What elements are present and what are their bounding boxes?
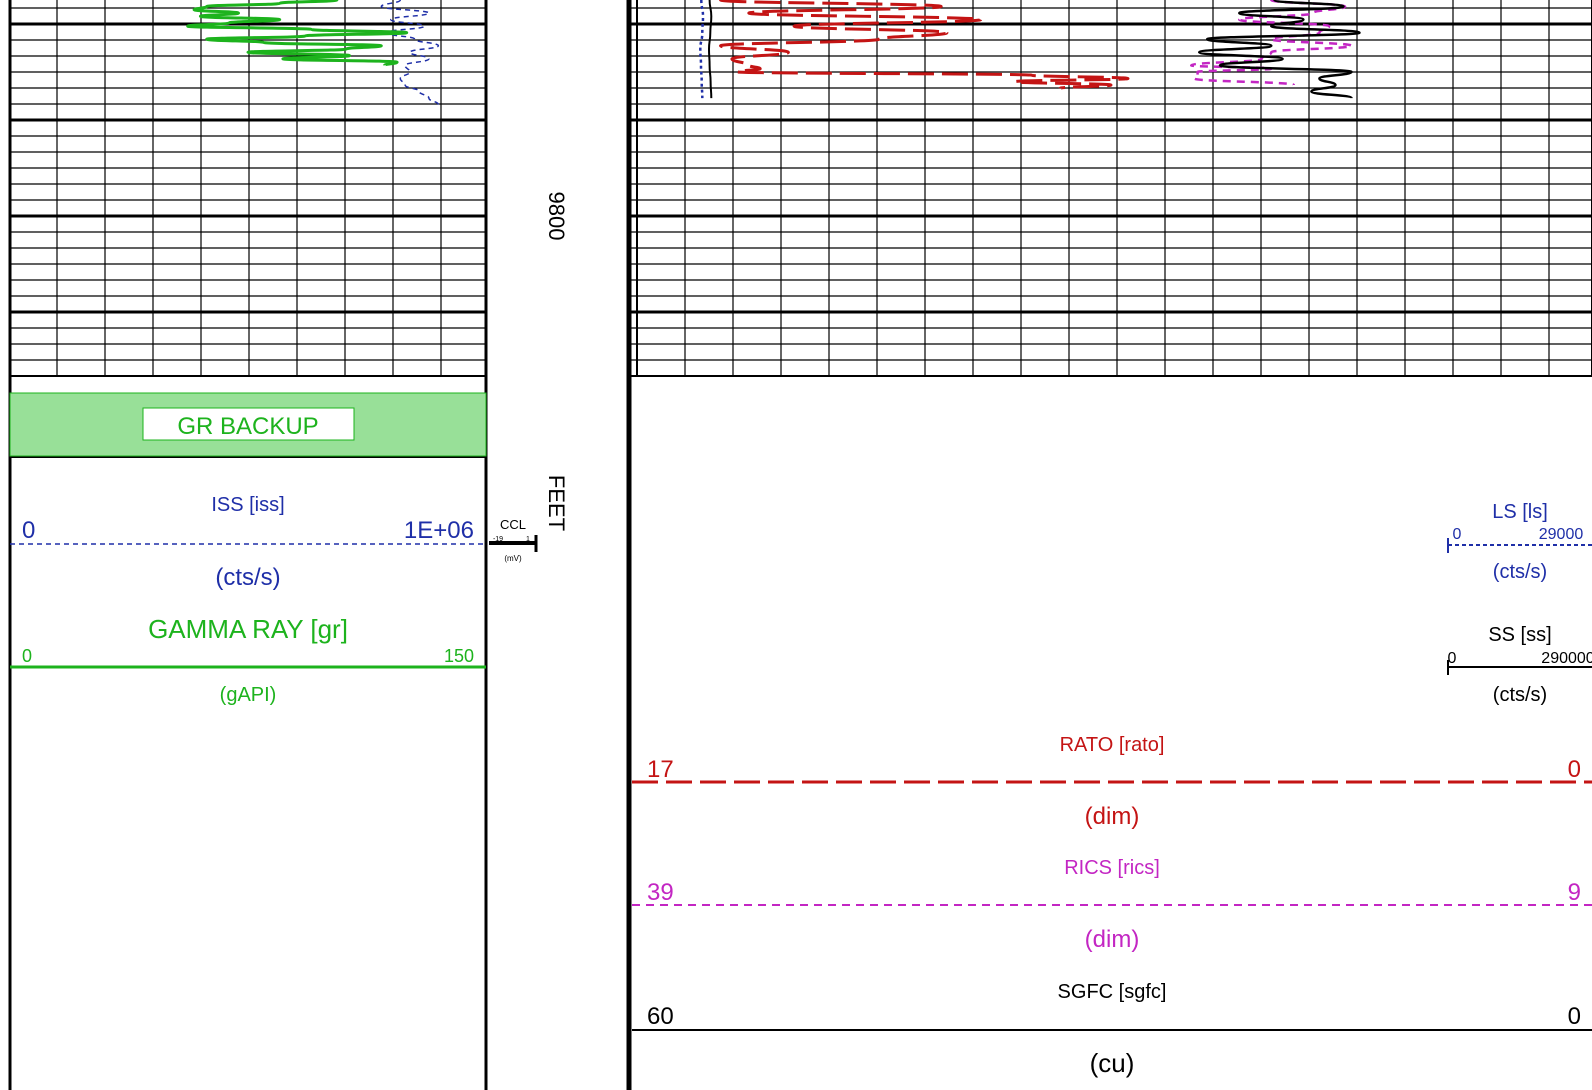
- sgfc-scale-right: 0: [1568, 1003, 1581, 1030]
- gr-backup-label: GR BACKUP: [177, 413, 318, 440]
- track-grid: [8, 0, 1592, 1090]
- rato-name: RATO [rato]: [1060, 734, 1165, 756]
- rics-scale-right: 9: [1568, 879, 1581, 906]
- ss-scale-right: 290000: [1541, 650, 1592, 667]
- ls-scale-left: 0: [1453, 526, 1462, 543]
- ccl-unit: (mV): [504, 554, 522, 563]
- ccl-scale-left: -19: [493, 536, 503, 543]
- rics-unit: (dim): [1085, 926, 1140, 953]
- iss-unit: (cts/s): [215, 564, 280, 591]
- sgfc-scale-left: 60: [647, 1003, 674, 1030]
- curve-layer: [186, 0, 1361, 105]
- ss-scale-left: 0: [1448, 650, 1457, 667]
- iss-name: ISS [iss]: [211, 494, 284, 516]
- rics-scale-left: 39: [647, 879, 674, 906]
- gr-scale-right: 150: [444, 646, 474, 666]
- ccl-scale-right: 1: [526, 536, 530, 543]
- iss-curve: [380, 0, 440, 105]
- iss-scale-left: 0: [22, 517, 35, 544]
- ss-curve: [707, 0, 713, 99]
- rato-unit: (dim): [1085, 803, 1140, 830]
- gr-name: GAMMA RAY [gr]: [148, 614, 348, 644]
- rato-scale-right: 0: [1568, 756, 1581, 783]
- ls-unit: (cts/s): [1493, 561, 1547, 583]
- gr-backup-label-box: [142, 407, 355, 441]
- ccl-label: CCL: [500, 517, 526, 532]
- iss-scale-right: 1E+06: [404, 517, 474, 544]
- ls-scale-right: 29000: [1539, 526, 1584, 543]
- depth-label: 9800: [544, 192, 569, 241]
- sgfc-unit: (cu): [1090, 1048, 1135, 1078]
- ss-name: SS [ss]: [1488, 624, 1551, 646]
- ss-unit: (cts/s): [1493, 684, 1547, 706]
- gr-unit: (gAPI): [220, 684, 277, 706]
- ls-curve: [699, 0, 705, 99]
- gr-scale-left: 0: [22, 646, 32, 666]
- rics-name: RICS [rics]: [1064, 857, 1160, 879]
- sgfc-curve: [1197, 0, 1361, 100]
- rato-curve: [718, 0, 1130, 90]
- sgfc-name: SGFC [sgfc]: [1058, 981, 1167, 1003]
- gr-curve: [186, 0, 409, 67]
- depth-unit-label: FEET: [544, 475, 569, 531]
- ls-name: LS [ls]: [1492, 501, 1548, 523]
- rato-scale-left: 17: [647, 756, 674, 783]
